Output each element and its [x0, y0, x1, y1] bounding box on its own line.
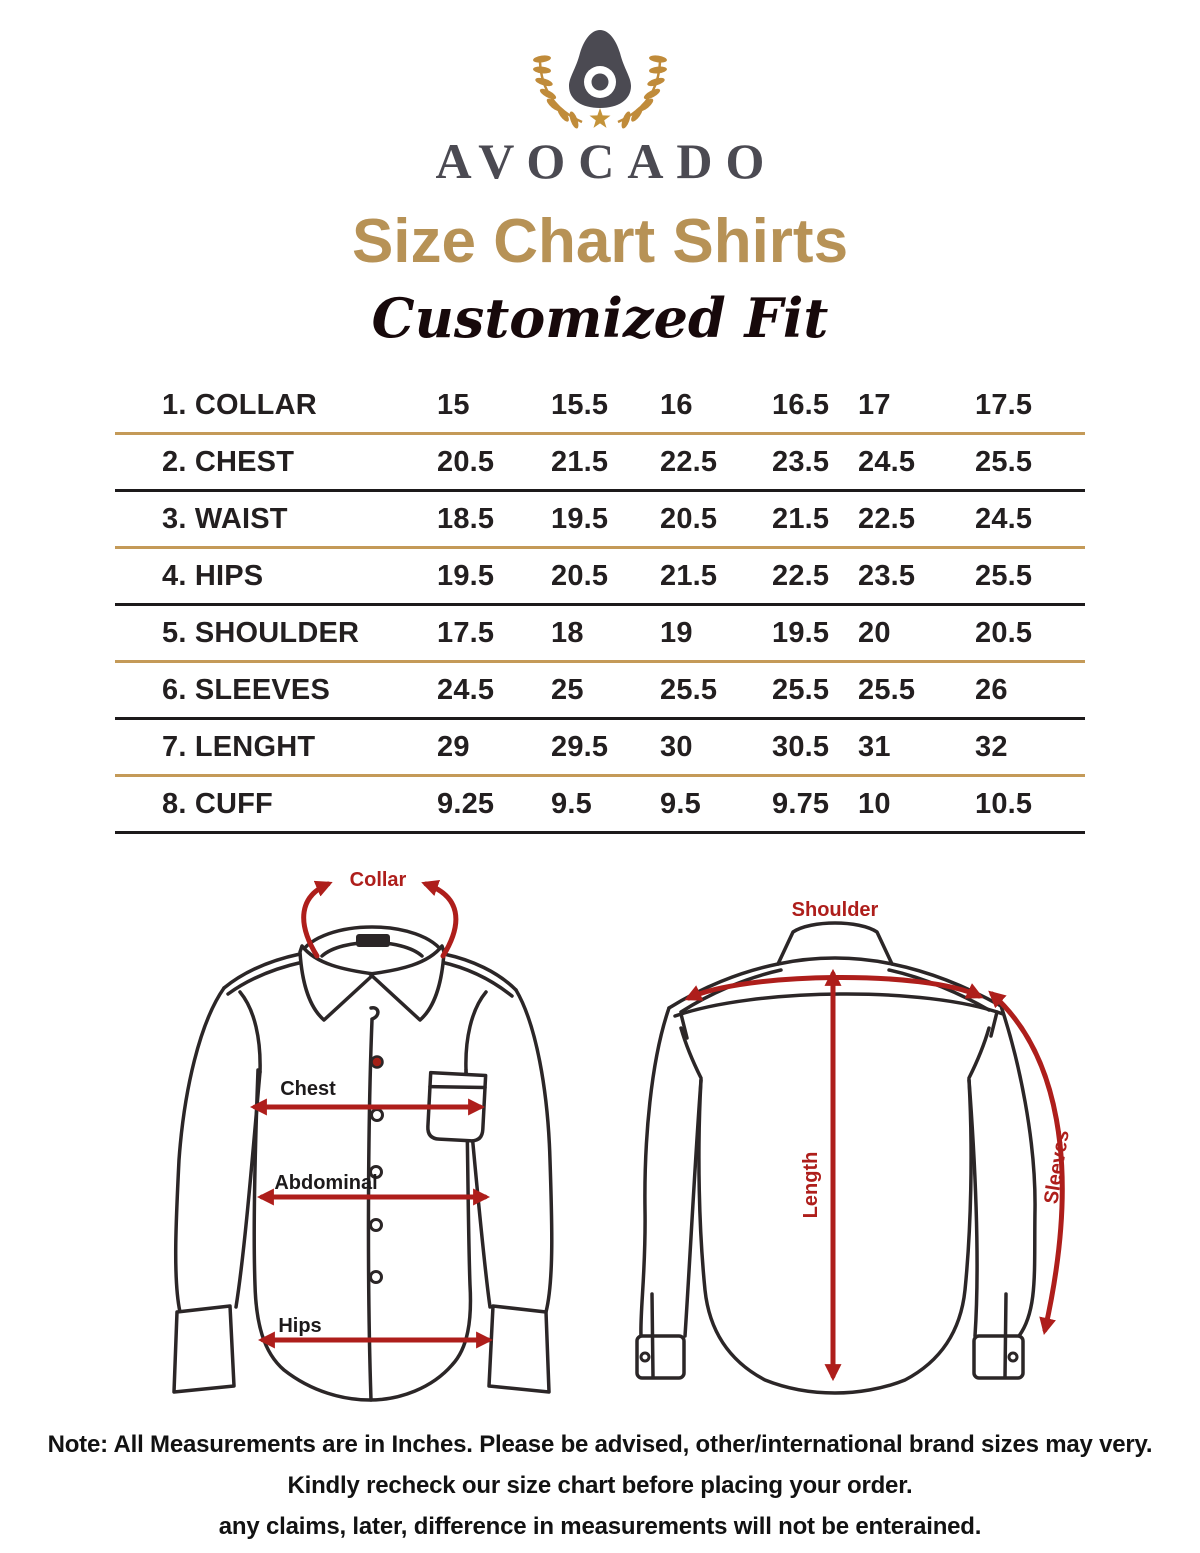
table-row: 5. SHOULDER 17.5 18 19 19.5 20 20.5	[115, 606, 1085, 663]
note-line-3: any claims, later, difference in measure…	[218, 1513, 982, 1540]
size-value: 30.5	[772, 730, 830, 763]
shirt-back-diagram: Shoulder Length Sleeves	[635, 899, 1074, 1395]
table-row: 6. SLEEVES 24.5 25 25.5 25.5 25.5 26	[115, 663, 1085, 720]
row-label: 2. CHEST	[162, 445, 295, 478]
row-label: 8. CUFF	[162, 787, 273, 820]
avocado-icon	[569, 30, 631, 108]
size-value: 19.5	[772, 616, 830, 649]
star-icon	[589, 108, 611, 128]
size-value: 16	[660, 388, 693, 421]
size-value: 19.5	[551, 502, 609, 535]
size-value: 17.5	[437, 616, 495, 649]
button-icons	[369, 1055, 384, 1284]
size-value: 17.5	[975, 388, 1033, 421]
laurel-wreath-icon	[533, 55, 667, 129]
size-value: 20.5	[975, 616, 1033, 649]
size-value: 19.5	[437, 559, 495, 592]
size-value: 30	[660, 730, 693, 763]
hips-measure-label: Hips	[278, 1315, 321, 1337]
table-row: 8. CUFF 9.25 9.5 9.5 9.75 10 10.5	[115, 777, 1085, 834]
size-value: 25.5	[975, 445, 1033, 478]
row-label: 1. COLLAR	[162, 388, 317, 421]
size-value: 22.5	[660, 445, 718, 478]
size-value: 10	[858, 787, 891, 820]
size-table: 1. COLLAR 15 15.5 16 16.5 17 17.5 2. CHE…	[115, 378, 1085, 834]
size-value: 25	[551, 673, 584, 706]
size-value: 20.5	[551, 559, 609, 592]
size-value: 16.5	[772, 388, 830, 421]
size-value: 25.5	[660, 673, 718, 706]
page-title: Size Chart Shirts	[351, 207, 849, 276]
size-value: 17	[858, 388, 891, 421]
page-subtitle: Customized Fit	[371, 286, 829, 350]
collar-measure-label: Collar	[350, 869, 407, 891]
size-value: 10.5	[975, 787, 1033, 820]
brand-name: AVOCADO	[435, 133, 778, 189]
size-value: 22.5	[858, 502, 916, 535]
abdominal-measure-label: Abdominal	[274, 1172, 377, 1194]
size-value: 29.5	[551, 730, 609, 763]
size-value: 21.5	[660, 559, 718, 592]
size-value: 32	[975, 730, 1008, 763]
measurement-note: Note: All Measurements are in Inches. Pl…	[0, 1424, 1200, 1547]
collar-tab-icon	[356, 934, 390, 947]
row-label: 3. WAIST	[162, 502, 288, 535]
avocado-logo-icon	[533, 30, 667, 129]
size-value: 29	[437, 730, 470, 763]
row-label: 6. SLEEVES	[162, 673, 331, 706]
size-value: 9.5	[660, 787, 701, 820]
note-line-2: Kindly recheck our size chart before pla…	[287, 1472, 913, 1499]
size-value: 20.5	[660, 502, 718, 535]
size-value: 25.5	[975, 559, 1033, 592]
chest-measure-label: Chest	[280, 1078, 336, 1100]
size-value: 18	[551, 616, 584, 649]
size-value: 24.5	[975, 502, 1033, 535]
size-value: 24.5	[858, 445, 916, 478]
row-label: 7. LENGHT	[162, 730, 316, 763]
sleeves-measure-label: Sleeves	[1040, 1129, 1073, 1206]
size-value: 21.5	[551, 445, 609, 478]
shirt-front-diagram: Collar Chest Abdominal Hips	[172, 869, 554, 1402]
size-value: 25.5	[858, 673, 916, 706]
note-line-1: Note: All Measurements are in Inches. Pl…	[47, 1431, 1153, 1458]
size-value: 15.5	[551, 388, 609, 421]
size-value: 23.5	[772, 445, 830, 478]
length-measure-label: Length	[800, 1152, 822, 1219]
size-value: 20.5	[437, 445, 495, 478]
row-label: 4. HIPS	[162, 559, 264, 592]
table-row: 2. CHEST 20.5 21.5 22.5 23.5 24.5 25.5	[115, 435, 1085, 492]
size-value: 21.5	[772, 502, 830, 535]
shoulder-measure-label: Shoulder	[792, 899, 879, 921]
size-value: 18.5	[437, 502, 495, 535]
size-value: 9.25	[437, 787, 495, 820]
size-value: 15	[437, 388, 470, 421]
row-label: 5. SHOULDER	[162, 616, 360, 649]
table-row: 1. COLLAR 15 15.5 16 16.5 17 17.5	[115, 378, 1085, 435]
table-row: 3. WAIST 18.5 19.5 20.5 21.5 22.5 24.5	[115, 492, 1085, 549]
size-value: 26	[975, 673, 1008, 706]
table-row: 4. HIPS 19.5 20.5 21.5 22.5 23.5 25.5	[115, 549, 1085, 606]
table-row: 7. LENGHT 29 29.5 30 30.5 31 32	[115, 720, 1085, 777]
size-value: 9.5	[551, 787, 592, 820]
size-value: 9.75	[772, 787, 830, 820]
size-value: 23.5	[858, 559, 916, 592]
size-value: 20	[858, 616, 891, 649]
size-value: 25.5	[772, 673, 830, 706]
size-value: 24.5	[437, 673, 495, 706]
size-value: 22.5	[772, 559, 830, 592]
size-value: 31	[858, 730, 891, 763]
size-value: 19	[660, 616, 693, 649]
